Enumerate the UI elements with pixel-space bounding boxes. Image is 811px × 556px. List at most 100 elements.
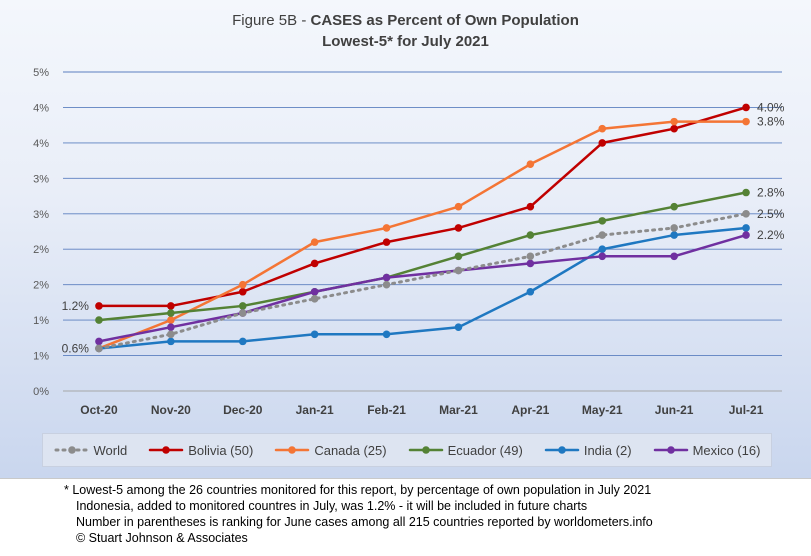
chart-title: Figure 5B - CASES as Percent of Own Popu… <box>0 10 811 52</box>
data-label: 3.8% <box>757 115 785 129</box>
legend-label-india: India (2) <box>583 442 632 458</box>
data-point-world <box>526 252 535 261</box>
legend-item-bolivia: Bolivia (50) <box>148 443 253 458</box>
legend-item-india: India (2) <box>544 443 632 458</box>
data-point-world <box>742 209 750 218</box>
data-point-ecuador <box>238 302 247 310</box>
legend-marker <box>67 446 76 454</box>
data-point-india <box>167 337 175 346</box>
legend-label-bolivia: Bolivia (50) <box>188 442 254 458</box>
data-point-bolivia <box>742 103 750 112</box>
y-tick-label: 0% <box>33 386 49 398</box>
data-point-india <box>670 231 678 239</box>
legend-swatch-mexico <box>653 446 688 454</box>
footnote-line-2: Indonesia, added to monitored countres i… <box>76 499 588 513</box>
data-point-bolivia <box>167 302 175 310</box>
data-point-india <box>454 323 463 332</box>
footnote-line-3: Number in parentheses is ranking for Jun… <box>76 515 653 529</box>
legend-item-canada: Canada (25) <box>274 442 387 458</box>
data-point-mexico <box>310 287 319 296</box>
x-tick-label: Jun-21 <box>655 403 694 417</box>
title-prefix: Figure 5B - <box>232 12 311 29</box>
legend-label-canada: Canada (25) <box>314 442 387 458</box>
series-line-mexico <box>97 233 748 343</box>
data-point-canada <box>670 117 678 126</box>
data-point-world <box>167 330 175 339</box>
legend-label-mexico: Mexico (16) <box>692 442 761 458</box>
data-point-ecuador <box>598 217 607 225</box>
data-label: 0.6% <box>62 341 90 355</box>
data-point-bolivia <box>310 259 319 268</box>
data-point-bolivia <box>526 202 535 211</box>
data-point-ecuador <box>167 309 175 317</box>
data-point-ecuador <box>526 231 535 239</box>
series-line-canada <box>97 120 748 350</box>
data-label: 4.0% <box>757 100 785 114</box>
legend-label-ecuador: Ecuador (49) <box>447 442 523 458</box>
data-point-canada <box>526 160 535 168</box>
legend-item-mexico: Mexico (16) <box>653 442 761 458</box>
legend-swatch-canada <box>275 446 310 454</box>
legend-item-ecuador: Ecuador (49) <box>408 443 523 458</box>
data-point-bolivia <box>454 224 463 232</box>
data-label: 2.8% <box>757 186 785 200</box>
data-point-ecuador <box>454 252 463 261</box>
x-tick-label: Oct-20 <box>80 403 118 417</box>
data-label: 2.5% <box>757 207 785 221</box>
data-point-world <box>238 309 247 317</box>
data-point-mexico <box>598 252 607 261</box>
data-point-india <box>598 245 607 254</box>
data-point-world <box>598 231 607 239</box>
legend-marker <box>288 446 297 454</box>
x-tick-label: Jul-21 <box>729 403 764 417</box>
legend-marker <box>162 446 171 454</box>
legend-marker <box>558 446 566 454</box>
data-point-ecuador <box>95 316 103 324</box>
chart-area: 0% 1% 1% 2% 2% 3% 3% 4% 4% 5% Oct-20 Nov-20 Dec-20 Ja… <box>0 0 811 479</box>
data-point-bolivia <box>238 287 247 296</box>
data-point-canada <box>238 280 247 289</box>
x-tick-label: Apr-21 <box>511 403 549 417</box>
data-point-world <box>310 295 319 303</box>
data-point-india <box>238 337 247 346</box>
data-point-india <box>742 224 750 232</box>
x-tick-label: Jan-21 <box>296 403 334 417</box>
data-point-bolivia <box>95 302 103 310</box>
chart-subtitle: Lowest-5* for July 2021 <box>322 33 489 50</box>
x-tick-label: Nov-20 <box>151 403 191 417</box>
x-tick-label: Dec-20 <box>223 403 263 417</box>
data-point-india <box>310 330 319 339</box>
y-tick-label: 3% <box>33 173 49 185</box>
data-point-mexico <box>382 273 391 282</box>
data-point-canada <box>382 224 391 232</box>
y-tick-label: 3% <box>33 209 49 221</box>
data-point-mexico <box>167 323 175 332</box>
title-main: CASES as Percent of Own Population <box>310 12 579 29</box>
legend-marker <box>421 446 430 454</box>
series-line-bolivia <box>97 106 748 308</box>
y-tick-label: 1% <box>33 351 49 363</box>
data-point-ecuador <box>742 188 750 197</box>
legend-item-world: World <box>54 443 127 458</box>
footnote-line-1: * Lowest-5 among the 26 countries monito… <box>64 483 652 497</box>
chart-legend: World Bolivia (50) Canada (25) Ecuador (… <box>42 433 772 467</box>
x-tick-label: May-21 <box>582 403 623 417</box>
data-label: 1.2% <box>62 299 90 313</box>
y-tick-label: 4% <box>33 138 49 150</box>
y-tick-label: 4% <box>33 102 49 114</box>
y-tick-label: 5% <box>33 67 49 79</box>
x-tick-label: Mar-21 <box>439 403 478 417</box>
legend-swatch-bolivia <box>149 446 184 454</box>
series-line-india <box>97 226 748 350</box>
data-point-canada <box>454 202 463 211</box>
data-point-india <box>526 287 535 296</box>
legend-marker <box>666 446 675 454</box>
data-point-bolivia <box>598 139 607 147</box>
footnote-line-4: © Stuart Johnson & Associates <box>76 531 248 545</box>
data-point-world <box>382 280 391 289</box>
y-tick-label: 1% <box>33 315 49 327</box>
y-tick-label: 2% <box>33 244 49 256</box>
x-tick-label: Feb-21 <box>367 403 406 417</box>
legend-swatch-india <box>544 446 580 454</box>
data-point-world <box>454 266 463 275</box>
